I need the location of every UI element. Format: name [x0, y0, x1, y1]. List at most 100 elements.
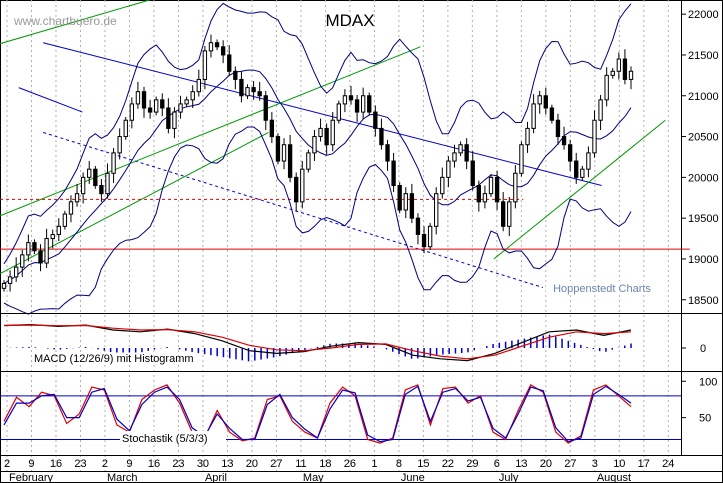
candle [26, 242, 31, 256]
macd-axis: 0 [681, 343, 706, 355]
stochastic-label-box [120, 431, 226, 444]
candle [342, 95, 348, 105]
x-tick-label: 2 [102, 458, 108, 470]
candle [622, 58, 628, 80]
candle [574, 160, 579, 178]
upper-band [3, 2, 632, 265]
x-tick-label: 9 [28, 458, 34, 470]
candle [275, 136, 281, 162]
candle [281, 144, 287, 162]
candle [214, 42, 220, 48]
candle [354, 99, 360, 113]
candle [147, 107, 153, 113]
candle [105, 172, 110, 195]
x-tick-label: 9 [126, 458, 132, 470]
candle [178, 103, 183, 113]
candle [324, 127, 329, 146]
candle [494, 176, 500, 203]
x-tick-label: 26 [344, 458, 356, 470]
macd-tick-label: 0 [700, 343, 706, 355]
x-tick-label: 8 [396, 458, 402, 470]
candle [160, 99, 165, 109]
y-tick-label: 19500 [688, 213, 719, 225]
candle [446, 160, 451, 178]
candle [294, 176, 299, 203]
candle [555, 119, 561, 138]
candle [470, 160, 475, 187]
candle [190, 91, 195, 101]
month-label: July [499, 472, 519, 483]
candle [360, 95, 366, 113]
y-tick-label: 18500 [688, 295, 719, 307]
candle [598, 99, 603, 121]
candle [452, 152, 457, 162]
x-tick-label: 22 [442, 458, 454, 470]
candle [537, 95, 542, 105]
candle [409, 193, 415, 219]
candle [561, 136, 567, 146]
watermark: www.chartbuero.de [13, 14, 117, 28]
candle [141, 91, 147, 109]
x-tick-label: 20 [246, 458, 258, 470]
candle [154, 99, 159, 113]
candle [616, 58, 622, 72]
candle [99, 185, 104, 195]
candle [330, 119, 335, 146]
candle [464, 144, 469, 162]
source-note: Hoppenstedt Charts [553, 283, 651, 295]
candle [525, 127, 530, 146]
candle [80, 176, 86, 195]
x-axis-ticks: 2 9 16 23 2 9 16 23 30 13 20 27 11 18 26 1 8 15 22 29 6 13 20 2… [4, 458, 674, 470]
x-tick-label: 1 [371, 458, 377, 470]
y-tick-label: 22000 [688, 9, 719, 21]
stochastic-series-line [3, 385, 632, 443]
candle [208, 42, 214, 52]
month-label: April [205, 472, 227, 483]
candle [434, 193, 439, 227]
candle [549, 107, 555, 121]
candle [1, 282, 7, 289]
x-tick-label: 16 [50, 458, 62, 470]
candle [184, 99, 189, 105]
candle [287, 144, 293, 178]
candle [543, 95, 548, 109]
candle [379, 127, 384, 146]
candle [415, 217, 421, 235]
candle [32, 242, 37, 252]
candle [166, 107, 171, 129]
candle [74, 193, 80, 203]
x-tick-label: 23 [74, 458, 86, 470]
candle [373, 111, 378, 129]
candle [239, 78, 244, 97]
candle [93, 168, 98, 187]
candle [391, 160, 396, 187]
candle [14, 266, 19, 278]
lower-band [3, 126, 632, 315]
candle [38, 250, 43, 264]
candle [227, 54, 232, 72]
candle [20, 254, 25, 268]
candle [172, 111, 177, 129]
month-label: August [597, 472, 631, 483]
candle [348, 95, 354, 101]
candle [263, 95, 268, 121]
month-label: March [107, 472, 138, 483]
stochastic-axis: 100 50 [681, 376, 717, 425]
x-tick-label: 30 [197, 458, 209, 470]
candle [117, 136, 122, 154]
candle [586, 152, 591, 170]
x-tick-label: 11 [295, 458, 306, 470]
stochastic-tick-label: 100 [699, 376, 717, 388]
candle [318, 127, 323, 138]
candle [87, 168, 92, 178]
candle [300, 168, 305, 203]
candle [427, 225, 433, 248]
candle [519, 144, 524, 174]
candle [257, 91, 262, 97]
x-tick-label: 16 [148, 458, 160, 470]
x-tick-label: 17 [638, 458, 650, 470]
candle [385, 144, 390, 162]
green-channel-outer [0, 132, 269, 275]
